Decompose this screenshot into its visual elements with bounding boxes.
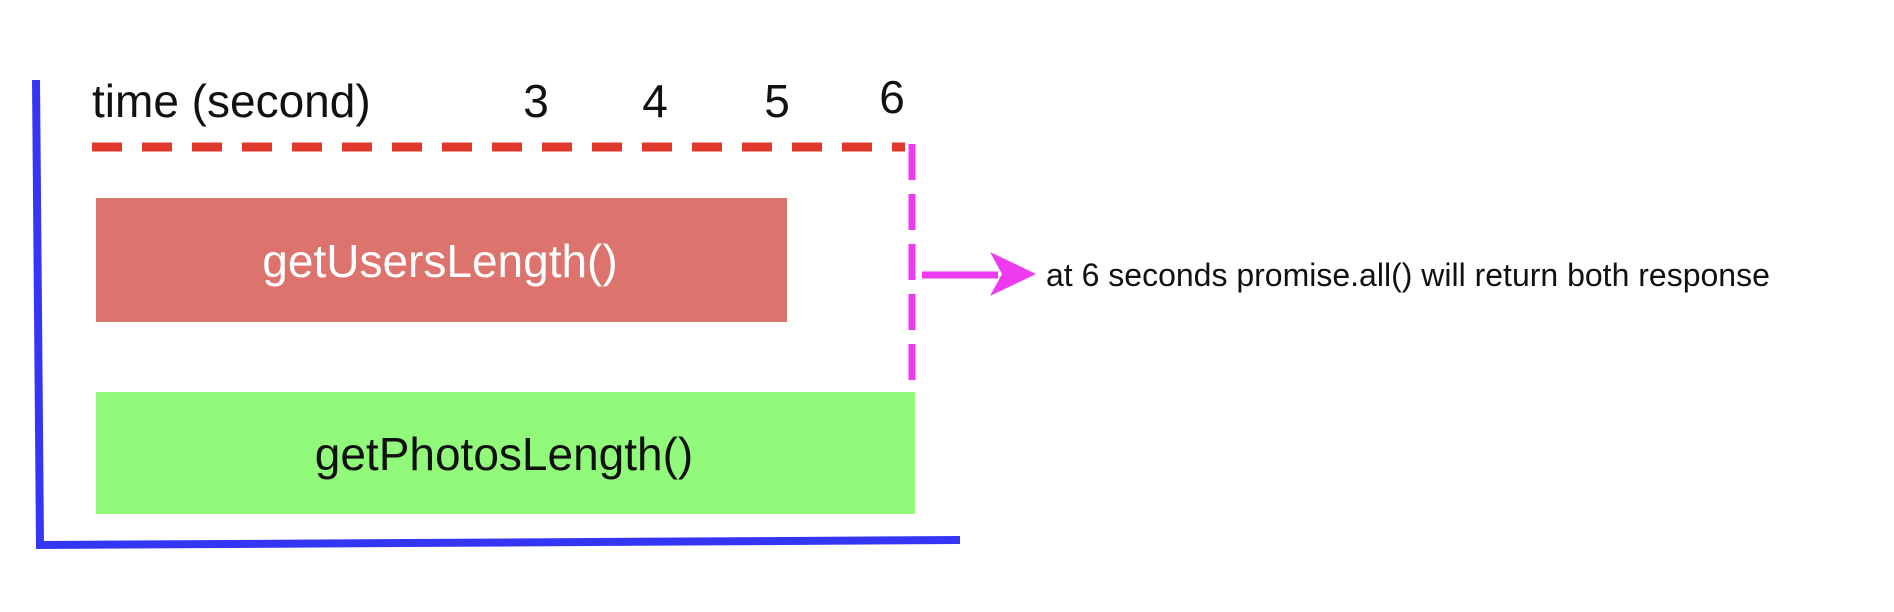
time-axis-title: time (second) bbox=[92, 75, 371, 127]
get-users-length-label: getUsersLength() bbox=[262, 235, 617, 287]
time-tick: 5 bbox=[764, 75, 790, 127]
annotation-text: at 6 seconds promise.all() will return b… bbox=[1046, 257, 1770, 293]
time-tick: 6 bbox=[879, 71, 905, 123]
time-tick: 4 bbox=[642, 75, 668, 127]
get-photos-length-label: getPhotosLength() bbox=[315, 428, 694, 480]
timeline-frame bbox=[32, 79, 961, 550]
annotation-arrow-head bbox=[990, 252, 1036, 296]
get-users-length-bar bbox=[96, 198, 787, 322]
time-tick: 3 bbox=[523, 75, 549, 127]
get-photos-length-bar bbox=[96, 392, 915, 514]
